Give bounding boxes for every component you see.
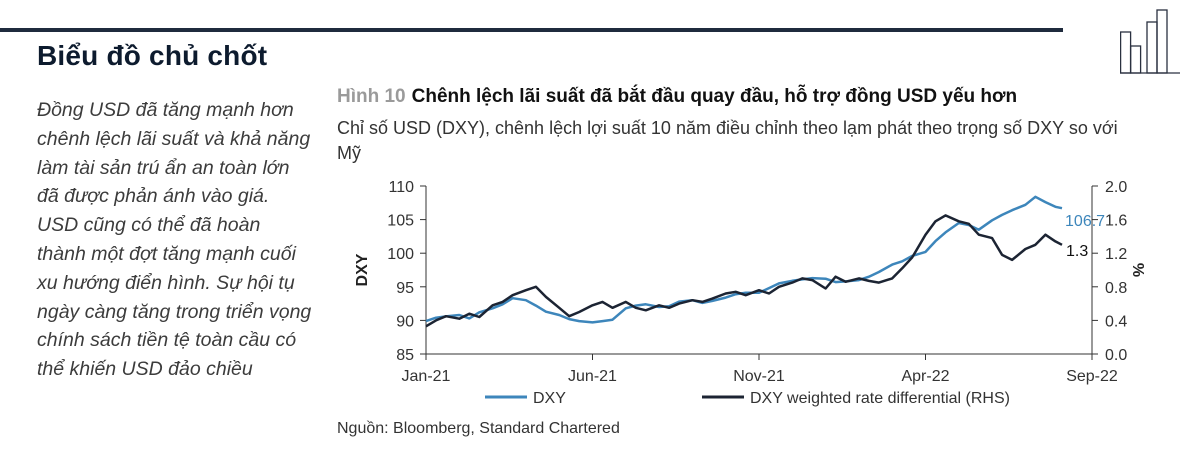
y-right-tick-label: 1.6 (1105, 213, 1127, 230)
y-right-tick-label: 1.2 (1105, 246, 1127, 263)
figure-title: Hình 10 Chênh lệch lãi suất đã bắt đầu qu… (337, 86, 1017, 108)
bar-chart-logo-icon (1120, 9, 1180, 74)
y-left-tick-label: 90 (396, 313, 414, 330)
legend-dxy-label: DXY (533, 390, 566, 407)
x-tick-label: Jun-21 (568, 368, 617, 385)
y-left-axis-title: DXY (354, 253, 371, 286)
y-right-tick-label: 0.8 (1105, 280, 1127, 297)
y-left-tick-label: 105 (387, 213, 414, 230)
y-left-tick-label: 95 (396, 280, 414, 297)
dxy-series-line (425, 195, 1063, 324)
commentary-text: Đồng USD đã tăng mạnh hơn chênh lệch lãi… (37, 99, 312, 381)
y-left-tick-label: 85 (396, 347, 414, 364)
y-right-tick-label: 0.4 (1105, 313, 1127, 330)
y-left-tick-label: 100 (387, 246, 414, 263)
x-tick-label: Apr-22 (901, 368, 949, 385)
legend-rate-differential-label: DXY weighted rate differential (RHS) (750, 390, 1010, 407)
rate-differential-series-line (425, 214, 1063, 328)
x-tick-label: Nov-21 (733, 368, 785, 385)
y-right-tick-label: 0.0 (1105, 347, 1127, 364)
y-left-tick-label: 110 (388, 179, 414, 196)
figure-title-text: Chênh lệch lãi suất đã bắt đầu quay đầu,… (411, 86, 1018, 107)
figure-number: Hình 10 (337, 86, 406, 107)
y-right-tick-label: 2.0 (1105, 179, 1127, 196)
y-right-axis-title: % (1129, 263, 1145, 277)
source-note: Nguồn: Bloomberg, Standard Chartered (337, 420, 620, 437)
header-rule (0, 28, 1063, 32)
x-tick-label: Jan-21 (402, 368, 451, 385)
x-tick-label: Sep-22 (1066, 368, 1118, 385)
rate-differential-end-label: 1.3 (1066, 243, 1088, 260)
figure-subtitle: Chỉ số USD (DXY), chênh lệch lợi suất 10… (337, 118, 1118, 163)
section-title: Biểu đồ chủ chốt (37, 40, 268, 71)
dxy-chart: 85 90 95 100 105 110 0.0 0.4 0.8 1.2 1.6 2.0 Jan-21 J… (354, 179, 1145, 407)
dxy-end-label: 106.7 (1065, 213, 1105, 230)
